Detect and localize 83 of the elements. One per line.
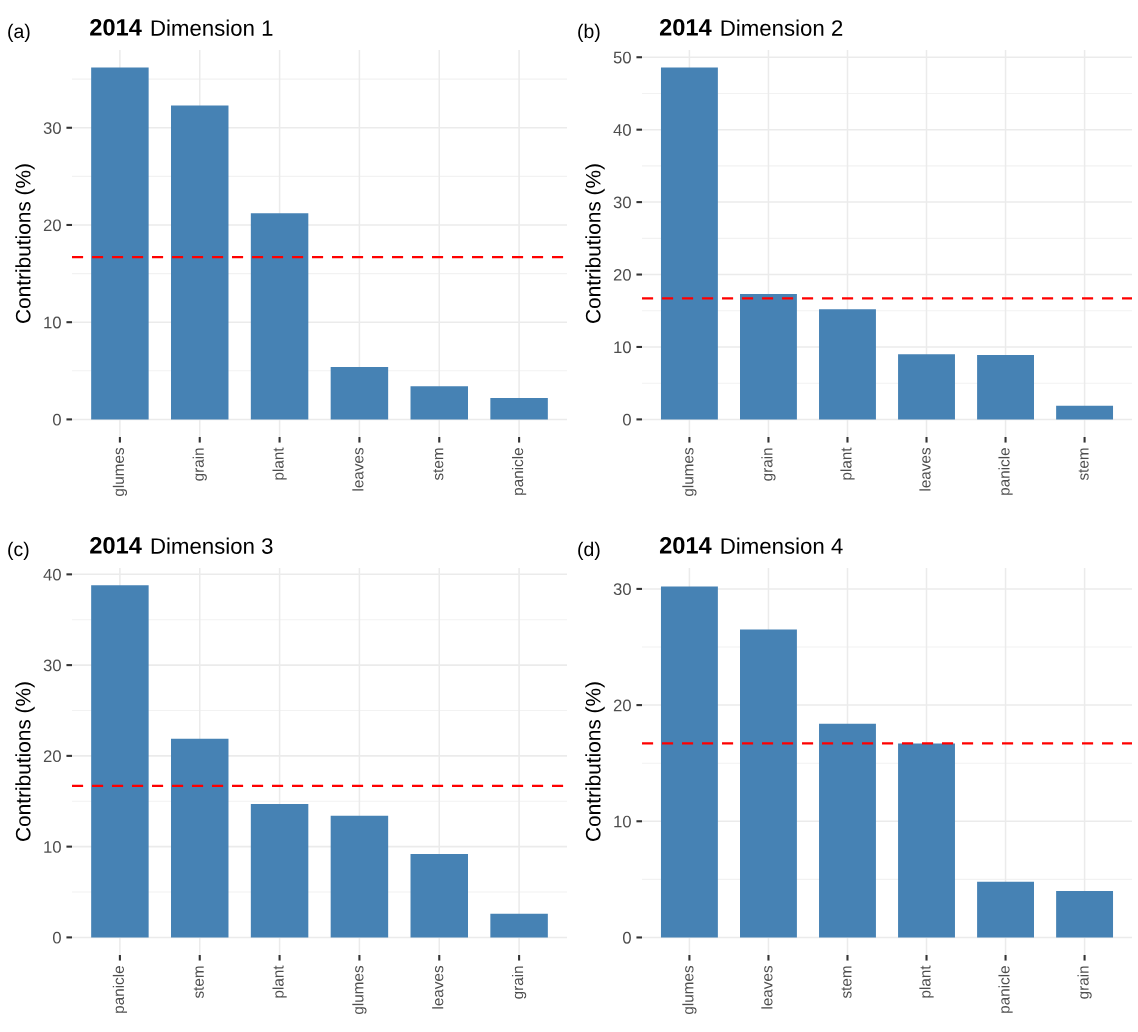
bar bbox=[819, 309, 876, 420]
bar bbox=[250, 213, 309, 420]
x-tick-label: panicle bbox=[112, 966, 128, 1013]
chart-title: 2014 bbox=[90, 536, 142, 554]
bar bbox=[660, 586, 718, 938]
chart-subtitle: Dimension 2 bbox=[721, 19, 843, 36]
y-tick-label: 30 bbox=[613, 583, 631, 596]
x-tick-label: panicle bbox=[511, 448, 527, 495]
y-tick-label: 30 bbox=[613, 196, 631, 209]
bar bbox=[977, 354, 1034, 420]
bar bbox=[91, 67, 149, 420]
x-tick-label: stem bbox=[1078, 448, 1089, 481]
x-tick-label: grain bbox=[761, 448, 776, 481]
bar bbox=[740, 294, 797, 420]
x-tick-label: plant bbox=[272, 447, 287, 480]
y-tick-label: 20 bbox=[613, 268, 631, 281]
chart-title: 2014 bbox=[90, 18, 142, 36]
y-tick-label: 0 bbox=[52, 931, 61, 944]
y-axis-title: Contributions (%) bbox=[585, 682, 605, 841]
y-tick-label: 10 bbox=[614, 815, 631, 828]
x-tick-label: glumes bbox=[112, 447, 128, 497]
x-tick-label: glumes bbox=[682, 965, 697, 1015]
y-tick-label: 40 bbox=[613, 124, 631, 136]
x-tick-label: plant bbox=[272, 965, 287, 998]
bar bbox=[171, 738, 229, 938]
y-tick-label: 10 bbox=[614, 341, 631, 354]
bar bbox=[819, 723, 876, 938]
bar bbox=[91, 585, 149, 938]
y-axis-title: Contributions (%) bbox=[15, 682, 35, 841]
x-tick-label: leaves bbox=[432, 965, 444, 1009]
x-tick-label: leaves bbox=[352, 447, 364, 491]
y-tick-label: 10 bbox=[44, 841, 61, 853]
x-tick-label: stem bbox=[841, 966, 852, 999]
bar bbox=[740, 629, 797, 938]
y-tick-label: 20 bbox=[613, 699, 631, 712]
bar bbox=[330, 815, 389, 938]
y-tick-label: 0 bbox=[622, 413, 631, 426]
bar bbox=[171, 105, 229, 420]
bar bbox=[410, 853, 468, 938]
x-tick-label: plant bbox=[919, 965, 934, 998]
x-tick-label: panicle bbox=[998, 448, 1013, 495]
x-tick-label: plant bbox=[840, 447, 855, 480]
bar bbox=[1056, 890, 1114, 938]
chart-subtitle: Dimension 1 bbox=[151, 19, 273, 36]
bar bbox=[977, 881, 1034, 938]
y-tick-label: 30 bbox=[43, 122, 61, 134]
x-tick-label: glumes bbox=[682, 447, 697, 497]
bar bbox=[660, 67, 718, 420]
x-tick-label: leaves bbox=[919, 447, 931, 491]
y-tick-label: 20 bbox=[43, 750, 61, 763]
bar bbox=[250, 803, 309, 938]
bar bbox=[1056, 405, 1114, 420]
x-tick-label: stem bbox=[193, 966, 204, 999]
x-tick-label: grain bbox=[1077, 966, 1092, 999]
bar bbox=[898, 743, 955, 938]
y-tick-label: 40 bbox=[43, 568, 61, 581]
chart-subtitle: Dimension 3 bbox=[151, 537, 273, 554]
x-tick-label: panicle bbox=[998, 966, 1013, 1013]
x-tick-label: leaves bbox=[761, 965, 773, 1009]
y-tick-label: 0 bbox=[52, 413, 61, 426]
y-axis-title: Contributions (%) bbox=[585, 164, 605, 323]
chart-title: 2014 bbox=[659, 536, 712, 554]
y-tick-label: 10 bbox=[44, 316, 61, 329]
text: (c) bbox=[8, 541, 29, 560]
chart-title: 2014 bbox=[659, 18, 712, 36]
y-tick-label: 0 bbox=[622, 931, 631, 944]
text: (a) bbox=[8, 23, 30, 42]
text: (d) bbox=[578, 541, 600, 560]
y-tick-label: 30 bbox=[43, 659, 61, 672]
chart-subtitle: Dimension 4 bbox=[721, 537, 843, 554]
x-tick-label: grain bbox=[511, 966, 527, 999]
x-tick-label: stem bbox=[433, 448, 444, 481]
bar bbox=[898, 354, 955, 420]
y-axis-title: Contributions (%) bbox=[15, 164, 35, 323]
bar bbox=[410, 386, 468, 420]
x-tick-label: grain bbox=[192, 448, 207, 481]
bar bbox=[490, 398, 548, 420]
y-tick-label: 50 bbox=[613, 51, 631, 64]
y-tick-label: 20 bbox=[43, 219, 61, 232]
bar bbox=[330, 366, 389, 420]
bar bbox=[490, 913, 548, 938]
x-tick-label: glumes bbox=[352, 965, 367, 1015]
text: (b) bbox=[578, 23, 600, 42]
